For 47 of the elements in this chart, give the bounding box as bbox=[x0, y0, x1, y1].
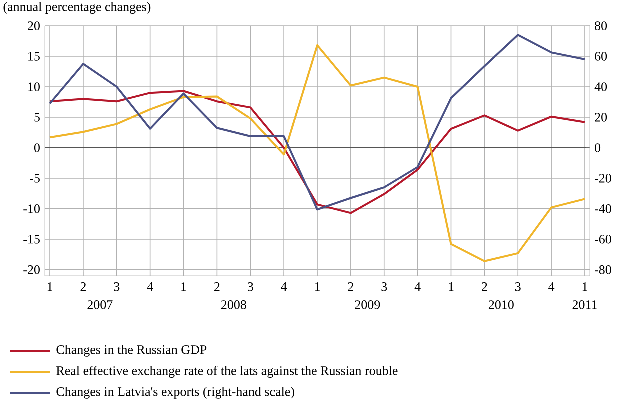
y-tick-label: -10 bbox=[24, 204, 40, 214]
y-tick-label: -5 bbox=[30, 174, 40, 183]
text: 2008 bbox=[221, 300, 246, 310]
legend-label: Real effective exchange rate of the lats against the Russian rouble bbox=[56, 366, 398, 378]
x-tick-label: 1 bbox=[582, 282, 588, 292]
line-series bbox=[49, 90, 586, 214]
x-tick-label: 1 bbox=[48, 282, 52, 292]
y-tick-label: 5 bbox=[34, 113, 40, 122]
x-tick-label: 1 bbox=[315, 282, 320, 292]
x-tick-label: 2 bbox=[348, 282, 354, 292]
x-tick-label: 2 bbox=[80, 282, 86, 292]
legend-label: Changes in Latvia's exports (right-hand scale) bbox=[56, 387, 294, 399]
y2-tick-label: 0 bbox=[595, 144, 601, 152]
x-tick-label: 3 bbox=[114, 282, 120, 292]
text: 2007 bbox=[88, 300, 113, 310]
y2-tick-label: -60 bbox=[595, 235, 612, 244]
text: 2010 bbox=[488, 300, 514, 310]
legend-label: Changes in the Russian GDP bbox=[56, 345, 207, 357]
y2-tick-label: -40 bbox=[595, 204, 612, 214]
y2-tick-label: 40 bbox=[594, 82, 608, 92]
y-tick-label: -20 bbox=[24, 266, 40, 274]
y2-tick-label: -20 bbox=[595, 174, 612, 183]
x-tick-label: 4 bbox=[147, 282, 154, 292]
x-tick-label: 4 bbox=[548, 282, 555, 292]
chart-subtitle: (annual percentage changes) bbox=[4, 2, 151, 14]
line-series bbox=[49, 34, 586, 211]
y2-tick-label: -80 bbox=[595, 266, 612, 274]
x-tick-label: 2 bbox=[482, 282, 488, 292]
y-tick-label: 15 bbox=[28, 52, 40, 61]
text: 2009 bbox=[355, 300, 380, 310]
text: 2011 bbox=[572, 300, 597, 310]
x-tick-label: 2 bbox=[214, 282, 220, 292]
x-tick-label: 1 bbox=[182, 282, 186, 292]
line-series bbox=[49, 44, 586, 262]
x-tick-label: 4 bbox=[414, 282, 421, 292]
y-tick-label: 0 bbox=[34, 144, 40, 152]
x-tick-label: 1 bbox=[449, 282, 454, 292]
x-tick-label: 3 bbox=[382, 282, 388, 292]
x-tick-label: 3 bbox=[248, 282, 254, 292]
y-tick-label: 10 bbox=[28, 82, 40, 92]
y-tick-label: 20 bbox=[28, 22, 40, 30]
y2-tick-label: 80 bbox=[595, 22, 608, 30]
x-tick-label: 3 bbox=[515, 282, 521, 292]
y2-tick-label: 20 bbox=[595, 113, 608, 122]
y-tick-label: -15 bbox=[24, 235, 40, 244]
x-tick-label: 4 bbox=[281, 282, 288, 292]
y2-tick-label: 60 bbox=[595, 52, 608, 61]
